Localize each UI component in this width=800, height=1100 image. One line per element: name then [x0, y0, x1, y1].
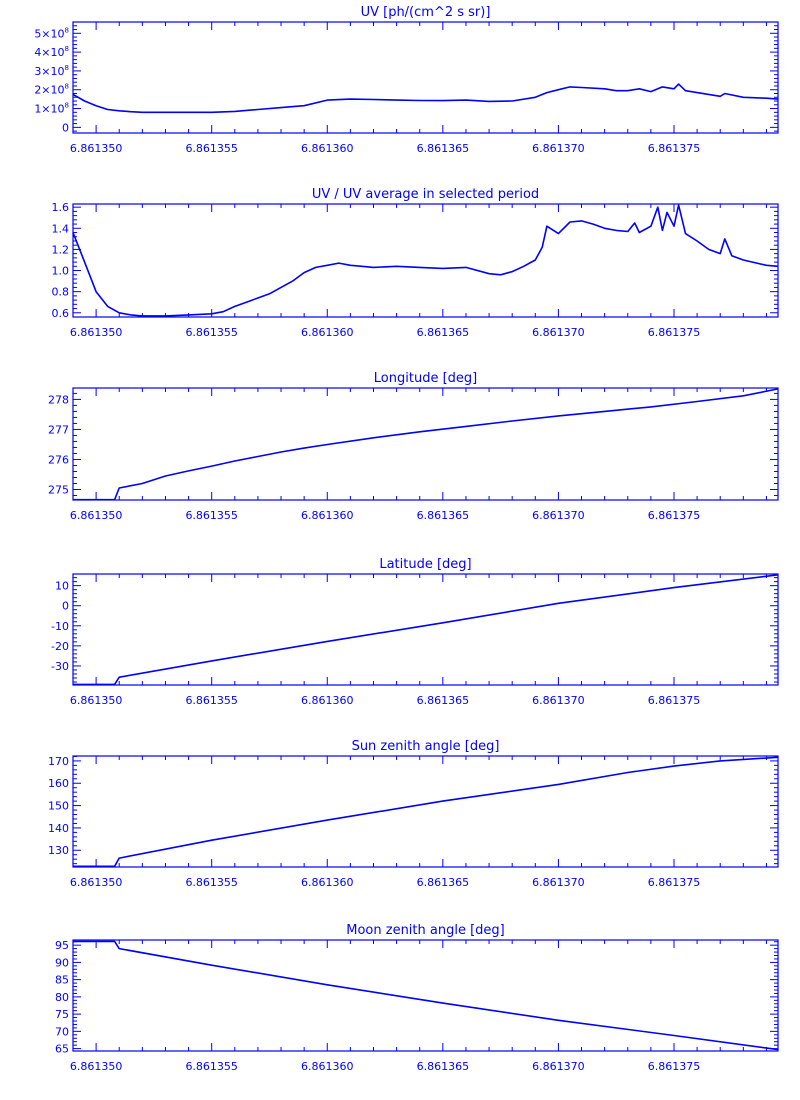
y-tick-label: 75 [55, 1008, 69, 1021]
y-tick-label: -10 [51, 620, 69, 633]
y-tick-label: 80 [55, 991, 69, 1004]
x-tick-label: 6.861350 [70, 876, 123, 889]
x-tick-label: 6.861350 [70, 142, 123, 155]
y-tick-label: 1.4 [52, 222, 70, 235]
y-tick-label: 65 [55, 1043, 69, 1056]
y-tick-label: 95 [55, 939, 69, 952]
x-tick-label: 6.861365 [417, 1060, 470, 1073]
data-series-line [73, 940, 779, 1051]
y-tick-label: 170 [48, 755, 69, 768]
x-tick-label: 6.861370 [532, 326, 585, 339]
chart-panel-5: Sun zenith angle [deg] 6.861350 6.861355 6.… [48, 739, 779, 889]
x-tick-label: 6.861375 [648, 1060, 701, 1073]
data-series-line [73, 756, 779, 868]
y-tick-label: 1.2 [52, 243, 70, 256]
y-tick-label: 276 [48, 453, 69, 466]
y-tick-label: 1×108 [34, 102, 69, 116]
x-tick-label: 6.861370 [532, 509, 585, 522]
x-tick-label: 6.861370 [532, 694, 585, 707]
plot-frame [72, 573, 779, 686]
x-tick-label: 6.861360 [301, 876, 354, 889]
x-tick-label: 6.861375 [648, 694, 701, 707]
y-tick-label: -20 [51, 640, 69, 653]
x-tick-label: 6.861375 [648, 142, 701, 155]
chart-panel-1: UV [ph/(cm^2 s sr)] 6.861350 6.861355 6.861… [34, 5, 779, 155]
y-tick-label: 0 [62, 121, 69, 134]
x-tick-label: 6.861365 [417, 509, 470, 522]
y-tick-label: 278 [48, 393, 69, 406]
chart-panel-2: UV / UV average in selected period 6.8613… [52, 187, 779, 339]
y-tick-label: 5×108 [34, 26, 69, 40]
x-tick-label: 6.861360 [301, 1060, 354, 1073]
y-tick-label: 2×108 [34, 83, 69, 97]
x-tick-label: 6.861355 [185, 142, 238, 155]
y-tick-label: 10 [55, 580, 69, 593]
y-tick-label: -30 [51, 660, 69, 673]
plot-frame [72, 939, 779, 1052]
x-tick-label: 6.861350 [70, 694, 123, 707]
y-tick-label: 90 [55, 956, 69, 969]
x-tick-label: 6.861370 [532, 142, 585, 155]
chart-title: Moon zenith angle [deg] [346, 923, 504, 938]
plot-frame [72, 203, 779, 318]
plot-frame [72, 755, 779, 868]
y-tick-label: 0 [62, 600, 69, 613]
chart-title: Sun zenith angle [deg] [352, 739, 500, 754]
x-tick-label: 6.861355 [185, 326, 238, 339]
chart-title: UV / UV average in selected period [312, 187, 539, 202]
x-tick-label: 6.861360 [301, 509, 354, 522]
x-tick-label: 6.861355 [185, 1060, 238, 1073]
x-tick-label: 6.861350 [70, 326, 123, 339]
x-tick-label: 6.861370 [532, 876, 585, 889]
x-tick-label: 6.861360 [301, 694, 354, 707]
plot-frame [72, 387, 779, 501]
x-tick-label: 6.861350 [70, 509, 123, 522]
y-tick-label: 0.8 [52, 286, 70, 299]
x-tick-label: 6.861365 [417, 694, 470, 707]
y-tick-label: 130 [48, 844, 69, 857]
x-tick-label: 6.861365 [417, 876, 470, 889]
y-tick-label: 3×108 [34, 64, 69, 78]
y-tick-label: 275 [48, 483, 69, 496]
data-series-line [73, 388, 779, 501]
data-series-line [72, 83, 779, 114]
chart-title: Longitude [deg] [374, 371, 477, 386]
x-tick-label: 6.861365 [417, 142, 470, 155]
x-tick-label: 6.861370 [532, 1060, 585, 1073]
y-tick-label: 0.6 [52, 307, 70, 320]
y-tick-label: 140 [48, 822, 69, 835]
chart-panel-4: Latitude [deg] 6.861350 6.861355 6.861360 6.… [51, 557, 779, 707]
y-tick-label: 1.6 [52, 201, 70, 214]
x-tick-label: 6.861375 [648, 326, 701, 339]
chart-title: UV [ph/(cm^2 s sr)] [361, 5, 491, 20]
data-series-line [73, 574, 779, 686]
y-tick-label: 1.0 [52, 265, 70, 278]
x-tick-label: 6.861355 [185, 876, 238, 889]
y-tick-label: 70 [55, 1025, 69, 1038]
x-tick-label: 6.861365 [417, 326, 470, 339]
chart-panel-3: Longitude [deg] 6.861350 6.861355 6.861360 6… [48, 371, 779, 522]
y-tick-label: 277 [48, 423, 69, 436]
x-tick-label: 6.861360 [301, 142, 354, 155]
y-tick-label: 85 [55, 974, 69, 987]
x-tick-label: 6.861355 [185, 509, 238, 522]
y-tick-label: 150 [48, 800, 69, 813]
x-tick-label: 6.861350 [70, 1060, 123, 1073]
chart-title: Latitude [deg] [379, 557, 471, 572]
x-tick-label: 6.861375 [648, 509, 701, 522]
chart-panel-6: Moon zenith angle [deg] 6.861350 6.861355 6… [55, 923, 779, 1073]
y-tick-label: 160 [48, 777, 69, 790]
data-series-line [72, 204, 779, 317]
x-tick-label: 6.861355 [185, 694, 238, 707]
plot-frame [72, 21, 779, 134]
y-tick-label: 4×108 [34, 45, 69, 59]
x-tick-label: 6.861375 [648, 876, 701, 889]
x-tick-label: 6.861360 [301, 326, 354, 339]
